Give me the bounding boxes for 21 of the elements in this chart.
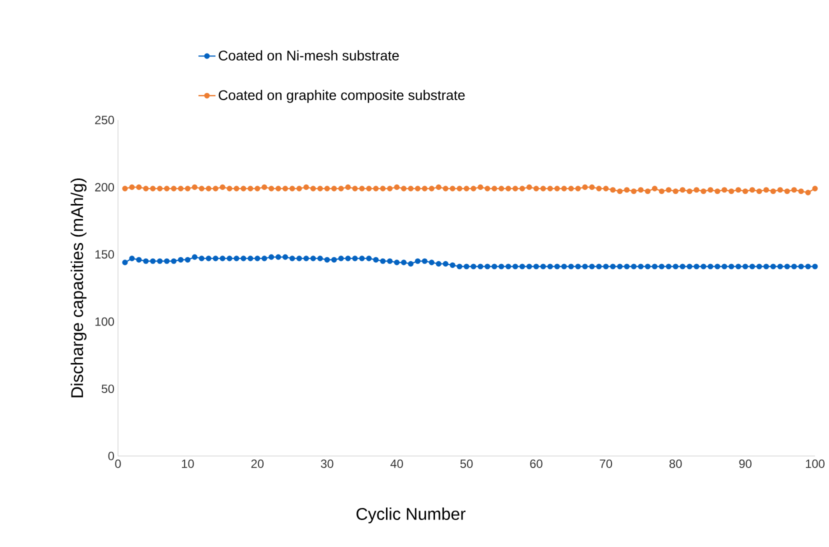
legend-label: Coated on graphite composite substrate	[218, 90, 465, 103]
y-tick-label: 150	[95, 250, 114, 259]
x-tick-label: 20	[251, 460, 264, 468]
x-axis-title: Cyclic Number	[356, 508, 466, 524]
y-tick-label: 100	[95, 317, 114, 326]
x-tick-label: 10	[182, 460, 194, 468]
y-tick-label: 200	[95, 182, 114, 192]
x-tick-label: 40	[390, 460, 403, 468]
y-tick-label: 250	[95, 116, 114, 124]
y-tick-label: 0	[108, 452, 114, 460]
x-tick-label: 50	[460, 460, 473, 468]
x-tick-label: 80	[669, 460, 682, 468]
x-tick-label: 60	[530, 460, 542, 468]
y-axis-title: Discharge capacities (mAh/g)	[70, 178, 86, 398]
x-tick-label: 70	[600, 460, 612, 468]
x-tick-label: 0	[115, 460, 121, 468]
x-tick-label: 100	[806, 460, 825, 468]
legend-label: Coated on Ni-mesh substrate	[218, 50, 399, 61]
y-tick-label: 50	[102, 384, 114, 394]
x-tick-label: 30	[320, 460, 334, 468]
x-tick-label: 90	[739, 460, 752, 468]
